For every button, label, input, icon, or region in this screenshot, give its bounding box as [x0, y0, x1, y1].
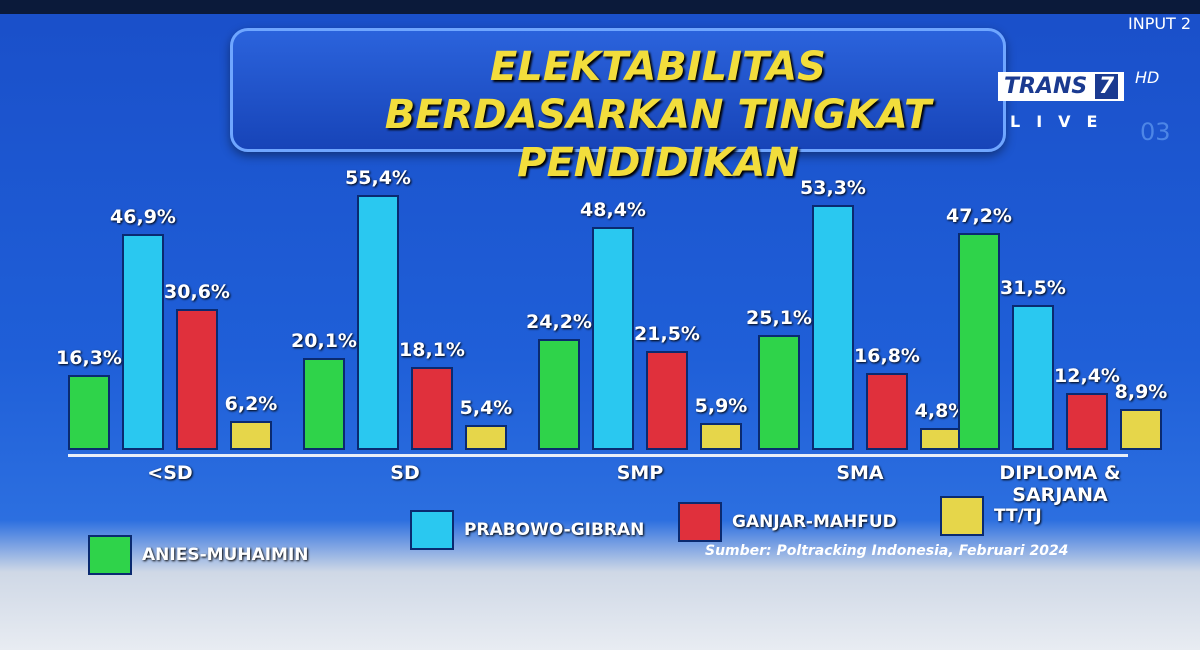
- legend-swatch: [88, 535, 132, 575]
- value-label: 53,3%: [800, 176, 866, 199]
- channel: TRANS: [1004, 74, 1088, 99]
- value-label: 30,6%: [164, 281, 230, 304]
- channel-logo: TRANS 7: [998, 72, 1125, 101]
- legend-label: TT/TJ: [994, 506, 1042, 526]
- legend-label: GANJAR-MAHFUD: [732, 512, 897, 532]
- value-label: 4,8%: [914, 399, 968, 422]
- bar: [122, 234, 164, 450]
- baseline: [68, 454, 1128, 457]
- bar: [1120, 409, 1162, 450]
- legend-swatch: [410, 510, 454, 550]
- value-label: 48,4%: [580, 199, 646, 222]
- bar: [1012, 305, 1054, 450]
- bar: [592, 227, 634, 450]
- bar: [465, 425, 507, 450]
- value-label: 16,3%: [56, 347, 122, 370]
- value-label: 8,9%: [1114, 381, 1168, 404]
- value-label: 47,2%: [946, 204, 1012, 227]
- value-label: 18,1%: [399, 338, 465, 361]
- bar: [411, 366, 453, 450]
- title-banner: ELEKTABILITAS BERDASARKAN TINGKAT PENDID…: [230, 28, 1006, 186]
- value-label: 25,1%: [746, 306, 812, 329]
- legend-item: TT/TJ: [940, 496, 1042, 536]
- bar: [303, 357, 345, 450]
- bar: [538, 338, 580, 450]
- bar: [866, 372, 908, 450]
- bar: [1066, 392, 1108, 450]
- bar: [68, 375, 110, 450]
- value-label: 55,4%: [345, 167, 411, 190]
- bar: [812, 204, 854, 450]
- live-label: LIVE: [1010, 112, 1114, 131]
- value-label: 12,4%: [1054, 364, 1120, 387]
- value-label: 46,9%: [110, 206, 176, 229]
- bar: [758, 334, 800, 450]
- top-bar: [0, 0, 1200, 14]
- value-label: 21,5%: [634, 323, 700, 346]
- legend-swatch: [940, 496, 984, 536]
- x-tick-label: DIPLOMA & SARJANA: [999, 462, 1121, 506]
- value-label: 5,9%: [694, 394, 748, 417]
- x-tick-label: <SD: [147, 462, 193, 484]
- hd-label: HD: [1135, 68, 1160, 87]
- page-number: 03: [1140, 118, 1171, 146]
- bar: [176, 309, 218, 450]
- channel-number: 7: [1094, 74, 1119, 99]
- bar: [920, 427, 962, 450]
- input-label: INPUT 2: [1128, 14, 1192, 33]
- value-label: 6,2%: [224, 393, 278, 416]
- bar: [958, 232, 1000, 450]
- legend-item: GANJAR-MAHFUD: [678, 502, 897, 542]
- bar: [230, 421, 272, 450]
- legend-item: ANIES-MUHAIMIN: [88, 535, 309, 575]
- x-tick-label: SMA: [836, 462, 884, 484]
- legend-label: ANIES-MUHAIMIN: [142, 545, 309, 565]
- bar: [357, 195, 399, 450]
- bar: [646, 351, 688, 450]
- legend-label: PRABOWO-GIBRAN: [464, 520, 645, 540]
- bar: [700, 422, 742, 450]
- value-label: 24,2%: [526, 310, 592, 333]
- chart-title: ELEKTABILITAS BERDASARKAN TINGKAT PENDID…: [384, 44, 932, 186]
- x-tick-label: SMP: [616, 462, 664, 484]
- value-label: 20,1%: [291, 329, 357, 352]
- legend-item: PRABOWO-GIBRAN: [410, 510, 644, 550]
- value-label: 31,5%: [1000, 277, 1066, 300]
- source: Sumber: Poltracking Indonesia, Februari …: [705, 543, 1069, 559]
- x-tick-label: SD: [390, 462, 420, 484]
- value-label: 16,8%: [854, 344, 920, 367]
- legend-swatch: [678, 502, 722, 542]
- value-label: 5,4%: [459, 397, 513, 420]
